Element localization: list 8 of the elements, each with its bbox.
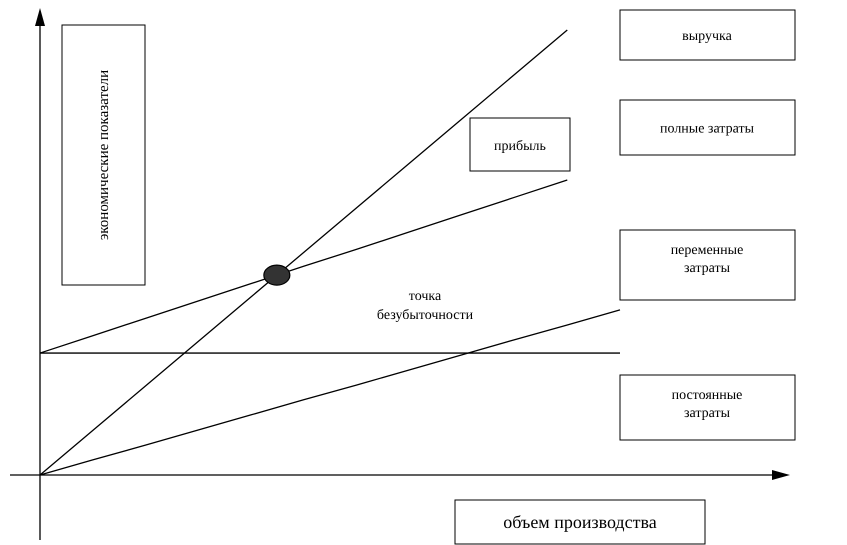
text: переменные затраты (670, 243, 744, 276)
text: полные затраты (660, 122, 755, 136)
annotation: прибыль (494, 139, 546, 154)
text: постоянные затраты (672, 388, 742, 421)
text: выручка (682, 29, 733, 44)
x-axis-title: объем производства (503, 512, 657, 532)
y-axis-title: экономические показатели (96, 70, 112, 240)
annotation: точка безубыточности (376, 289, 474, 323)
